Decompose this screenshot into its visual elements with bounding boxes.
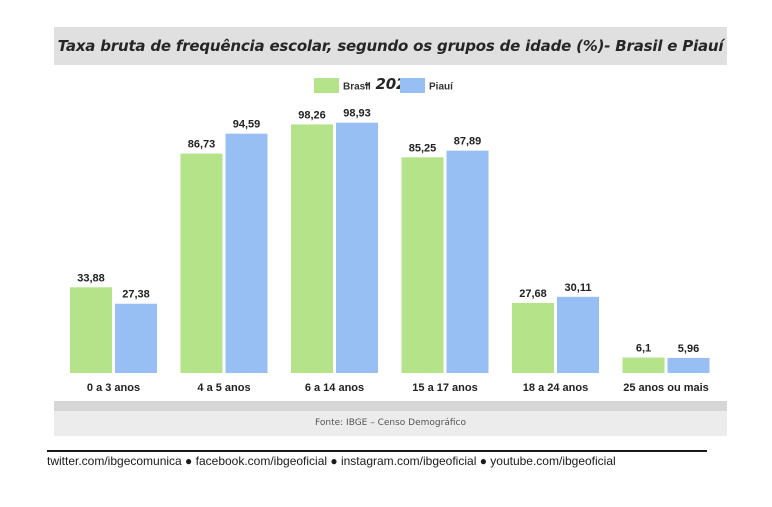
- category-label-3: 6 a 14 anos: [305, 382, 364, 394]
- category-label-4: 15 a 17 anos: [412, 382, 477, 394]
- bar-1-1: [70, 287, 112, 373]
- legend-label-1: Brasil: [343, 82, 371, 93]
- social-links[interactable]: twitter.com/ibgecomunica ● facebook.com/…: [47, 454, 616, 468]
- data-label-2-4: 87,89: [454, 136, 482, 148]
- data-label-1-2: 86,73: [188, 139, 216, 151]
- data-label-1-3: 98,26: [298, 109, 326, 121]
- bar-2-1: [115, 303, 157, 373]
- data-label-1-5: 27,68: [519, 288, 547, 300]
- category-label-6: 25 anos ou mais: [623, 382, 709, 394]
- bar-1-6: [622, 357, 665, 373]
- data-label-2-5: 30,11: [565, 282, 592, 294]
- data-label-1-1: 33,88: [77, 272, 105, 284]
- data-label-2-3: 98,93: [343, 108, 371, 120]
- legend-swatch-1: [314, 78, 339, 93]
- bar-2-3: [336, 122, 378, 374]
- source-note: Fonte: IBGE – Censo Demográfico: [315, 418, 466, 428]
- bar-1-4: [401, 157, 444, 373]
- bar-2-5: [557, 296, 599, 373]
- data-label-1-4: 85,25: [409, 142, 437, 154]
- legend-label-2: Piauí: [429, 82, 454, 93]
- chart-bottom-band: [54, 401, 727, 411]
- bar-2-4: [446, 150, 489, 373]
- title-band: [54, 27, 727, 65]
- data-label-1-6: 6,1: [636, 343, 651, 355]
- data-label-2-1: 27,38: [122, 289, 150, 301]
- data-label-2-2: 94,59: [233, 119, 261, 131]
- category-label-2: 4 a 5 anos: [197, 382, 250, 394]
- bar-2-6: [667, 357, 710, 373]
- data-label-2-6: 5,96: [678, 343, 699, 355]
- category-label-1: 0 a 3 anos: [87, 382, 140, 394]
- category-label-5: 18 a 24 anos: [523, 382, 588, 394]
- bar-1-3: [291, 124, 333, 374]
- bar-1-2: [180, 153, 223, 373]
- legend-swatch-2: [400, 78, 425, 93]
- footer-rule: [47, 450, 707, 452]
- bar-2-2: [225, 133, 268, 373]
- source-band: [54, 411, 727, 436]
- bar-1-5: [512, 302, 554, 373]
